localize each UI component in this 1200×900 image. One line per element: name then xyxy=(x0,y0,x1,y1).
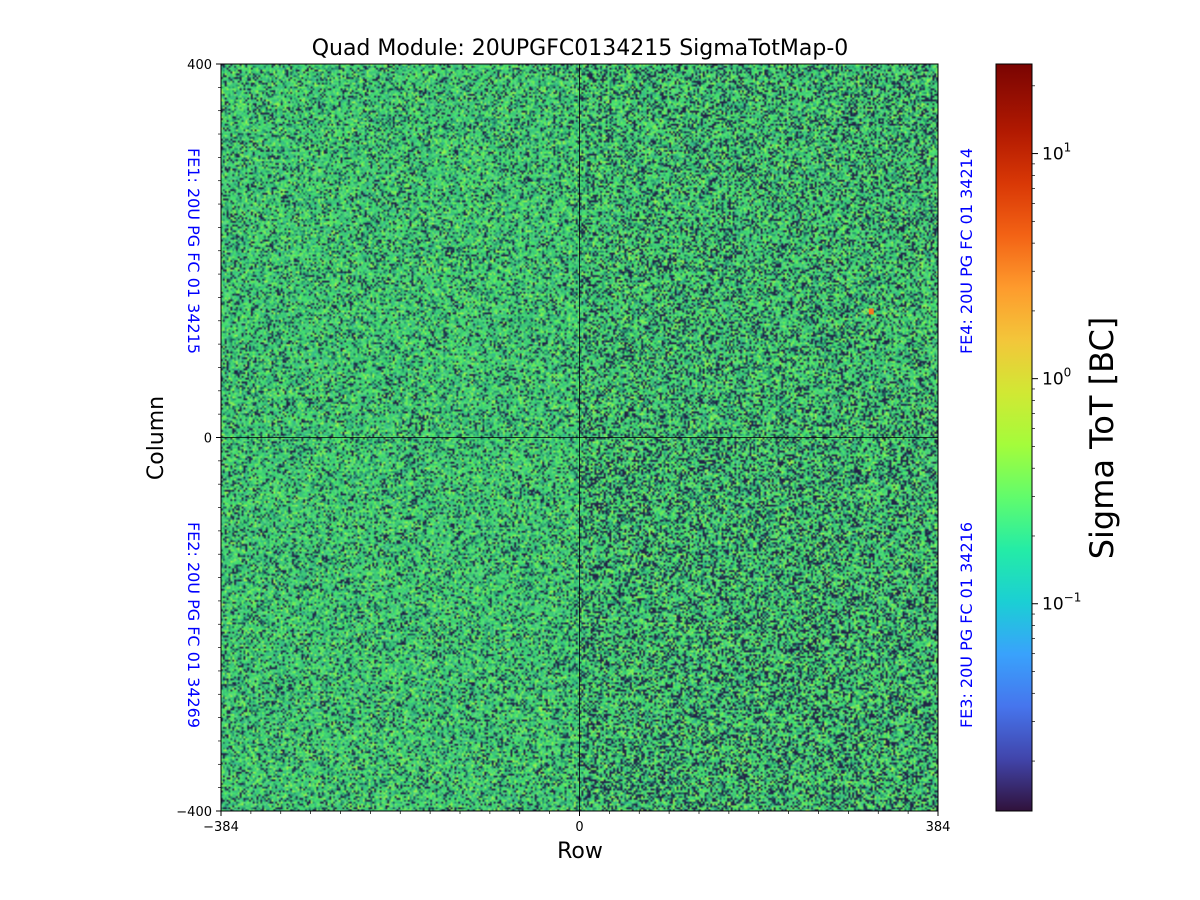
colorbar-ticks: 10−1 100 101 xyxy=(1032,85,1081,762)
y-tick-label: 0 xyxy=(204,432,212,447)
colorbar-label: Sigma ToT [BC] xyxy=(1083,317,1121,560)
colorbar-tick-label: 100 xyxy=(1042,366,1071,390)
colorbar xyxy=(995,63,1033,812)
y-axis-label: Column xyxy=(144,396,169,480)
chart-title: Quad Module: 20UPGFC0134215 SigmaTotMap-… xyxy=(312,36,849,61)
y-tick-label: 400 xyxy=(187,58,212,73)
colorbar-tick-label: 10−1 xyxy=(1042,591,1081,615)
fe4-label: FE4: 20U PG FC 01 34214 xyxy=(957,148,976,354)
x-tick-label: 0 xyxy=(575,820,583,835)
y-axis: 400 0 −400 xyxy=(176,58,221,820)
fe1-label: FE1: 20U PG FC 01 34215 xyxy=(184,148,203,354)
y-tick-label: −400 xyxy=(176,805,212,820)
x-tick-label: 384 xyxy=(926,820,951,835)
x-axis-label: Row xyxy=(557,839,603,864)
colorbar-tick-label: 101 xyxy=(1042,141,1071,165)
x-tick-label: −384 xyxy=(203,820,239,835)
fe3-label: FE3: 20U PG FC 01 34216 xyxy=(957,522,976,728)
hot-spot xyxy=(868,308,874,315)
fe2-label: FE2: 20U PG FC 01 34269 xyxy=(184,522,203,728)
x-axis: −384 0 384 xyxy=(203,811,950,835)
